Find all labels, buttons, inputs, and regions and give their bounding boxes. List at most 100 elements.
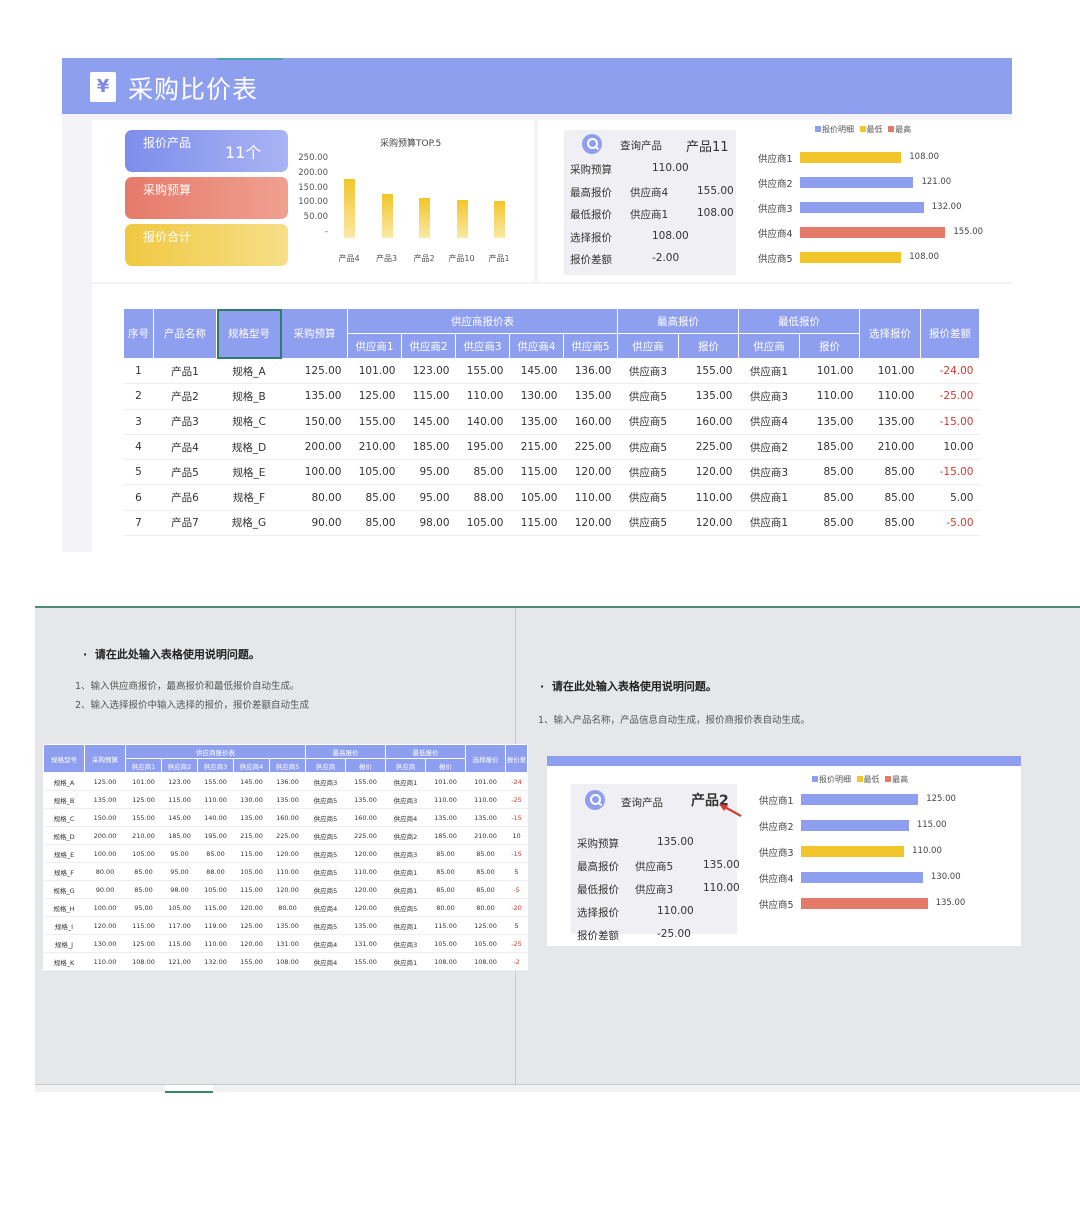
table-cell[interactable]: 115.00 [509, 510, 564, 537]
mini-table-row[interactable]: 规格_H 100.00 95.00 105.00 115.00 120.00 80.00 供应… [43, 898, 528, 917]
mini-table-cell[interactable]: 85.00 [465, 862, 506, 881]
mini-table-row[interactable]: 规格_B 135.00 125.00 115.00 110.00 130.00 135.00… [43, 790, 528, 809]
table-cell[interactable]: 85.00 [859, 484, 921, 511]
mini-table-cell[interactable]: 供应商4 [305, 934, 346, 953]
mini-table-cell[interactable]: 规格_B [43, 790, 85, 809]
table-cell[interactable]: 225.00 [678, 434, 739, 461]
mini-table-cell[interactable]: 110.00 [269, 862, 306, 881]
header-supplier-2[interactable]: 供应商2 [401, 333, 456, 359]
mini-table-cell[interactable]: -20 [505, 898, 528, 917]
sheet-tab-bar[interactable] [35, 1084, 1080, 1093]
mini-table-cell[interactable]: 130.00 [84, 934, 126, 953]
mini-table-cell[interactable]: -25 [505, 934, 528, 953]
mini-table-cell[interactable]: -24 [505, 772, 528, 791]
table-cell[interactable]: 95.00 [401, 484, 456, 511]
mini-table-cell[interactable]: 125.00 [465, 916, 506, 935]
mini-table-cell[interactable]: 供应商4 [305, 898, 346, 917]
mini-table-cell[interactable]: 185.00 [425, 826, 466, 845]
mini-table-cell[interactable]: 85.00 [197, 844, 234, 863]
table-cell[interactable]: 1 [123, 358, 154, 385]
mini-header-min-supplier[interactable]: 供应商 [385, 758, 426, 773]
mini-table-cell[interactable]: 规格_C [43, 808, 85, 827]
table-cell[interactable]: -24.00 [920, 358, 980, 385]
table-cell[interactable]: 供应商5 [617, 510, 679, 537]
mini-table-cell[interactable]: 108.00 [425, 952, 466, 971]
table-row[interactable]: 6 产品6 规格_F 80.00 85.00 95.00 88.00 105.00 110.00… [123, 484, 980, 511]
table-cell[interactable]: 85.00 [859, 510, 921, 537]
mini-table-cell[interactable]: 101.00 [425, 772, 466, 791]
table-cell[interactable]: 产品1 [153, 358, 217, 385]
table-cell[interactable]: 105.00 [455, 510, 510, 537]
mini-table-cell[interactable]: 120.00 [345, 880, 386, 899]
table-cell[interactable]: 规格_F [216, 484, 282, 511]
mini-table-cell[interactable]: 115.00 [197, 898, 234, 917]
mini-table-cell[interactable]: -15 [505, 844, 528, 863]
table-cell[interactable]: 产品2 [153, 383, 217, 410]
mini-table-row[interactable]: 规格_D 200.00 210.00 185.00 195.00 215.00 225.00… [43, 826, 528, 845]
mini-table-cell[interactable]: -15 [505, 808, 528, 827]
mini-table-cell[interactable]: 供应商5 [305, 790, 346, 809]
table-cell[interactable]: 规格_B [216, 383, 282, 410]
mini-table-cell[interactable]: 155.00 [125, 808, 162, 827]
search-icon[interactable] [585, 790, 605, 810]
table-cell[interactable]: 供应商4 [738, 409, 800, 435]
mini-table-cell[interactable]: 155.00 [345, 952, 386, 971]
mini-table-cell[interactable]: 135.00 [233, 808, 270, 827]
header-min-quote[interactable]: 最低报价 [738, 308, 860, 334]
mini-table-cell[interactable]: 160.00 [345, 808, 386, 827]
quote-bar-供应商3[interactable] [800, 202, 924, 213]
quote-bar-供应商1[interactable] [800, 152, 902, 163]
header-supplier-1[interactable]: 供应商1 [347, 333, 402, 359]
bar-产品4[interactable] [344, 178, 355, 238]
mini-header-max-price[interactable]: 报价 [345, 758, 386, 773]
table-cell[interactable]: 3 [123, 409, 154, 435]
mini-table-cell[interactable]: 供应商1 [385, 772, 426, 791]
table-cell[interactable]: 80.00 [281, 484, 348, 511]
mini-table-cell[interactable]: 规格_G [43, 880, 85, 899]
mini-table-cell[interactable]: 115.00 [425, 916, 466, 935]
mini-table-cell[interactable]: 117.00 [161, 916, 198, 935]
table-cell[interactable]: 215.00 [509, 434, 564, 461]
mini-table-cell[interactable]: 85.00 [125, 862, 162, 881]
mini-table-cell[interactable]: 供应商3 [385, 790, 426, 809]
bar-产品1[interactable] [494, 201, 505, 238]
table-cell[interactable]: 产品7 [153, 510, 217, 537]
mini-table-cell[interactable]: 规格_A [43, 772, 85, 791]
mini-table-cell[interactable]: 规格_I [43, 916, 85, 935]
table-cell[interactable]: 155.00 [678, 358, 739, 385]
table-row[interactable]: 3 产品3 规格_C 150.00 155.00 145.00 140.00 135.00 16… [123, 409, 980, 435]
mini-table-cell[interactable]: 185.00 [161, 826, 198, 845]
mini-table-cell[interactable]: 85.00 [425, 880, 466, 899]
table-cell[interactable]: 85.00 [347, 510, 402, 537]
table-cell[interactable]: 规格_G [216, 510, 282, 537]
mini-table-cell[interactable]: 95.00 [161, 862, 198, 881]
header-budget[interactable]: 采购预算 [281, 308, 348, 359]
table-cell[interactable]: 供应商5 [617, 409, 679, 435]
mini-table-cell[interactable]: 119.00 [197, 916, 234, 935]
mini-table-cell[interactable]: 120.00 [269, 880, 306, 899]
table-cell[interactable]: 135.00 [563, 383, 618, 410]
mini-table-cell[interactable]: 155.00 [197, 772, 234, 791]
mini-header-max[interactable]: 最高报价 [305, 744, 386, 759]
table-cell[interactable]: -15.00 [920, 459, 980, 486]
table-cell[interactable]: 135.00 [799, 409, 860, 435]
mini-table-cell[interactable]: 101.00 [465, 772, 506, 791]
mini-table-cell[interactable]: 供应商5 [385, 898, 426, 917]
table-cell[interactable]: 供应商1 [738, 484, 800, 511]
table-cell[interactable]: 供应商1 [738, 358, 800, 385]
table-cell[interactable]: 185.00 [799, 434, 860, 461]
mini-table-cell[interactable]: 105.00 [425, 934, 466, 953]
mini-table-row[interactable]: 规格_I 120.00 115.00 117.00 119.00 125.00 135.00… [43, 916, 528, 935]
mini-table-cell[interactable]: 105.00 [125, 844, 162, 863]
mini-table-row[interactable]: 规格_E 100.00 105.00 95.00 85.00 115.00 120.00 供应… [43, 844, 528, 863]
mini-header-supplier-2[interactable]: 供应商2 [161, 758, 198, 773]
table-cell[interactable]: 125.00 [347, 383, 402, 410]
mini-table-cell[interactable]: 120.00 [345, 844, 386, 863]
header-min-price[interactable]: 报价 [799, 333, 860, 359]
mini-header-supplier-5[interactable]: 供应商5 [269, 758, 306, 773]
table-cell[interactable]: 160.00 [563, 409, 618, 435]
mini-table-cell[interactable]: 145.00 [233, 772, 270, 791]
mini-table-cell[interactable]: 供应商5 [305, 808, 346, 827]
mini-table-cell[interactable]: 110.00 [197, 790, 234, 809]
table-cell[interactable]: 85.00 [799, 484, 860, 511]
